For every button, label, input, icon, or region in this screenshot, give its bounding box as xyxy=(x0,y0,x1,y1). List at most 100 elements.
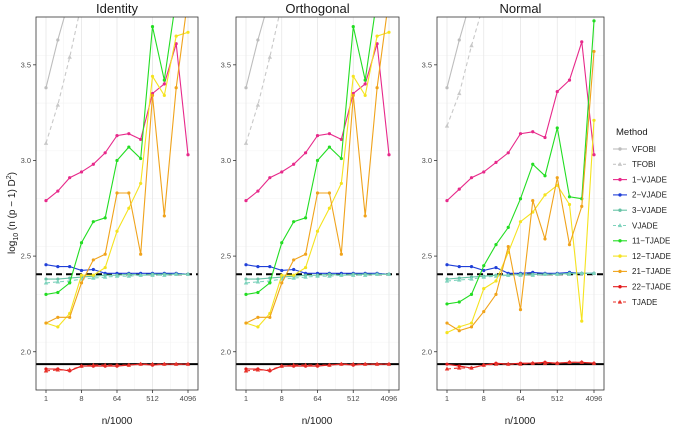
legend-label: TFOBI xyxy=(632,160,656,169)
data-point xyxy=(268,281,272,285)
data-point xyxy=(256,315,260,319)
data-point xyxy=(43,280,49,285)
data-point xyxy=(375,34,379,38)
data-point xyxy=(531,130,535,134)
legend-key-marker xyxy=(618,285,622,289)
data-point xyxy=(494,243,498,247)
series-11-tjade xyxy=(244,17,375,296)
data-point xyxy=(592,49,596,54)
data-point xyxy=(280,241,284,245)
data-point xyxy=(482,170,486,174)
data-point xyxy=(362,272,368,277)
data-point xyxy=(363,82,367,86)
data-point xyxy=(185,271,191,276)
data-point xyxy=(339,272,344,277)
data-point xyxy=(115,133,119,138)
data-point xyxy=(469,176,474,180)
data-point xyxy=(303,265,308,270)
data-point xyxy=(185,361,191,366)
data-point xyxy=(56,277,60,281)
data-point xyxy=(280,1,284,5)
y-tick-label: 2.5 xyxy=(21,252,31,261)
panel-normal: Normal 2.0 2.5 3.0 3.5 1 8 64 512 4096 xyxy=(422,1,605,403)
legend-item-21-tjade: 21−TJADE xyxy=(613,267,671,276)
data-point xyxy=(150,272,155,277)
x-tick-label: 512 xyxy=(551,394,564,403)
data-point xyxy=(518,220,523,224)
legend-label: 2−VJADE xyxy=(632,191,667,200)
panel-title: Normal xyxy=(500,1,542,16)
data-point xyxy=(292,267,296,272)
data-point xyxy=(115,158,119,163)
legend-key-marker xyxy=(618,177,622,182)
data-point xyxy=(162,361,167,366)
data-point xyxy=(139,137,143,142)
y-tick-label: 3.5 xyxy=(422,60,432,69)
data-point xyxy=(457,300,461,304)
data-point xyxy=(518,361,523,366)
legend-item-tfobi: TFOBI xyxy=(613,160,656,169)
data-point xyxy=(103,151,107,155)
series-21-tjade xyxy=(244,17,388,325)
data-point xyxy=(482,287,486,291)
panel-title: Orthogonal xyxy=(285,1,349,16)
series-line xyxy=(446,17,481,127)
series-tfobi xyxy=(43,1,83,145)
data-point xyxy=(79,1,83,5)
data-point xyxy=(494,160,498,164)
data-point xyxy=(482,268,486,273)
data-point xyxy=(256,277,260,281)
legend-label: 3−VJADE xyxy=(632,206,667,215)
legend-key-marker xyxy=(618,193,622,197)
y-tick-label: 2.0 xyxy=(422,347,432,356)
data-point xyxy=(315,273,320,278)
series-1-vjade xyxy=(445,40,596,203)
data-point xyxy=(469,276,474,281)
data-point xyxy=(292,220,296,224)
data-point xyxy=(303,274,308,279)
data-point xyxy=(255,102,261,107)
data-point xyxy=(244,86,248,90)
data-point xyxy=(315,191,320,195)
data-point xyxy=(44,86,48,90)
legend-item-vjade: VJADE xyxy=(613,221,658,230)
data-point xyxy=(457,329,461,333)
data-point xyxy=(387,30,391,34)
data-point xyxy=(127,191,131,195)
data-point xyxy=(68,281,72,285)
legend-item-11-tjade: 11−TJADE xyxy=(613,237,670,246)
data-point xyxy=(43,368,49,373)
data-point xyxy=(481,362,486,367)
data-point xyxy=(292,273,296,277)
x-tick-label: 1 xyxy=(44,394,48,403)
data-point xyxy=(44,292,48,296)
data-point xyxy=(445,86,449,90)
data-point xyxy=(543,193,547,197)
data-point xyxy=(327,145,332,149)
series-tjade xyxy=(43,361,191,373)
data-point xyxy=(339,156,343,161)
data-point xyxy=(138,272,143,277)
data-point xyxy=(339,252,343,256)
data-point xyxy=(327,206,332,210)
data-point xyxy=(494,292,498,296)
data-point xyxy=(592,153,596,157)
legend-label: VFOBI xyxy=(632,145,656,154)
data-point xyxy=(362,361,368,366)
data-point xyxy=(268,176,272,180)
x-tick-label: 512 xyxy=(347,394,360,403)
data-point xyxy=(386,361,392,366)
data-point xyxy=(162,78,166,82)
data-point xyxy=(580,40,584,44)
legend-label: 21−TJADE xyxy=(632,267,671,276)
data-point xyxy=(592,19,596,23)
data-point xyxy=(543,174,547,178)
data-point xyxy=(444,278,450,283)
data-point xyxy=(351,74,355,78)
data-point xyxy=(79,241,84,245)
data-point xyxy=(567,243,572,247)
data-point xyxy=(386,271,392,276)
data-point xyxy=(444,366,450,371)
data-point xyxy=(55,102,61,107)
data-point xyxy=(315,133,320,138)
